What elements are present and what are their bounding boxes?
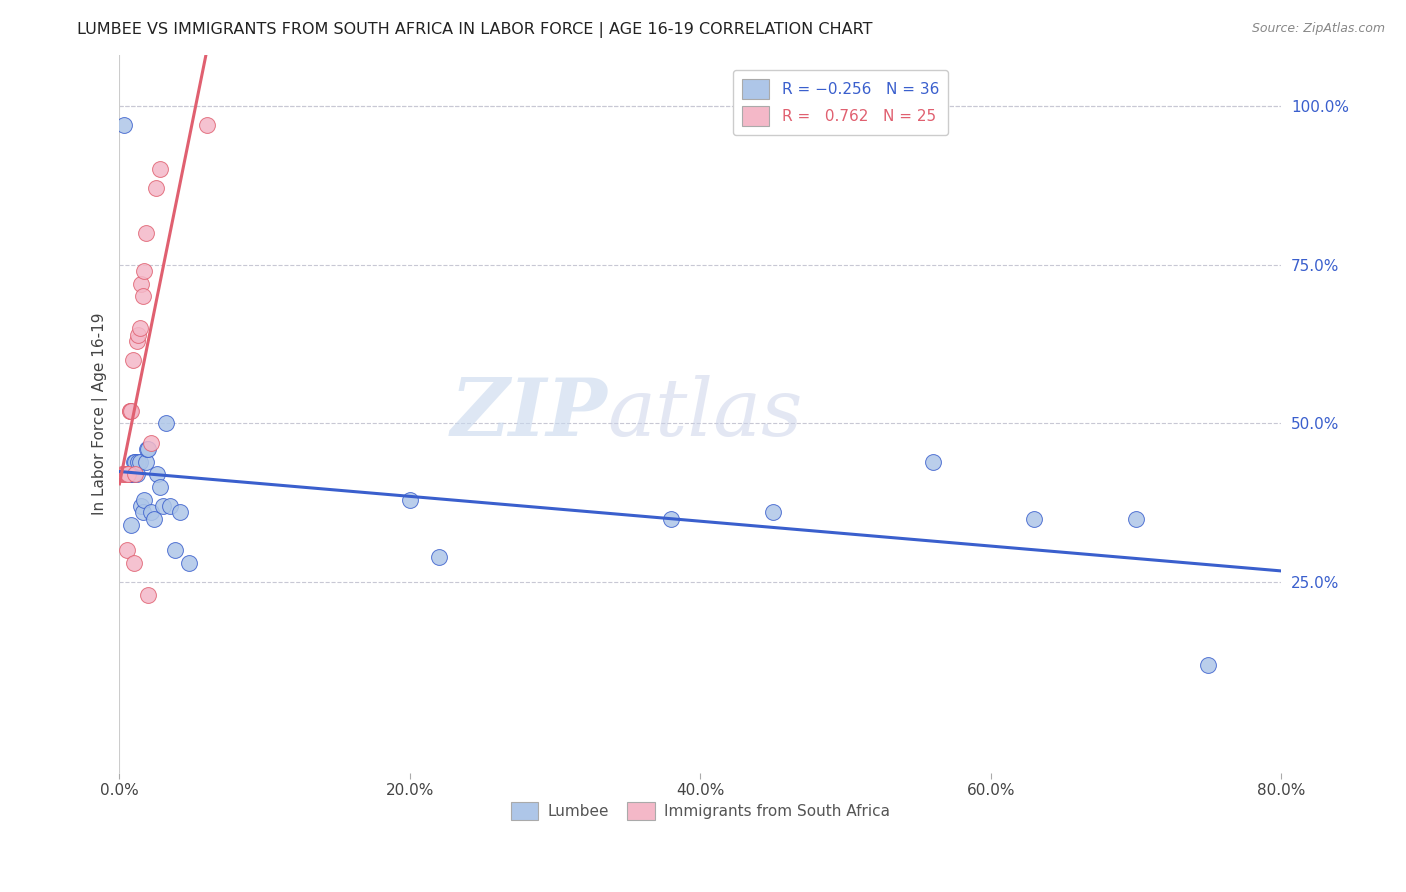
Point [152, 499, 174, 513]
Point [149, 480, 172, 494]
Y-axis label: In Labor Force | Age 16-19: In Labor Force | Age 16-19 [93, 313, 108, 516]
Point [122, 454, 145, 468]
Point [762, 505, 785, 519]
Point [143, 512, 166, 526]
Point [145, 181, 167, 195]
Point [179, 556, 201, 570]
Point [115, 467, 138, 482]
Point [141, 505, 163, 519]
Text: ZIP: ZIP [450, 376, 607, 452]
Point [121, 467, 143, 482]
Point [124, 454, 146, 468]
Point [1198, 657, 1220, 672]
Point [121, 353, 143, 368]
Point [146, 467, 169, 482]
Point [136, 442, 159, 456]
Legend: Lumbee, Immigrants from South Africa: Lumbee, Immigrants from South Africa [505, 797, 896, 826]
Point [115, 467, 138, 482]
Point [141, 435, 163, 450]
Point [921, 454, 943, 468]
Point [120, 518, 142, 533]
Point [129, 499, 152, 513]
Point [135, 454, 157, 468]
Point [118, 467, 141, 482]
Point [125, 334, 148, 348]
Point [122, 467, 145, 482]
Point [195, 118, 218, 132]
Point [427, 549, 450, 564]
Point [134, 264, 156, 278]
Point [112, 118, 135, 132]
Point [1125, 512, 1147, 526]
Point [124, 467, 146, 482]
Text: Source: ZipAtlas.com: Source: ZipAtlas.com [1251, 22, 1385, 36]
Point [399, 492, 422, 507]
Point [125, 467, 148, 482]
Point [127, 454, 149, 468]
Point [159, 499, 181, 513]
Point [1024, 512, 1046, 526]
Point [111, 467, 134, 482]
Point [112, 467, 135, 482]
Point [138, 588, 160, 602]
Text: atlas: atlas [607, 376, 803, 452]
Point [128, 454, 150, 468]
Point [131, 505, 153, 519]
Point [163, 543, 186, 558]
Point [118, 403, 141, 417]
Point [134, 492, 156, 507]
Point [149, 162, 172, 177]
Point [138, 442, 160, 456]
Point [129, 277, 152, 291]
Point [115, 467, 138, 482]
Point [120, 403, 142, 417]
Point [122, 556, 145, 570]
Point [131, 289, 153, 303]
Point [127, 327, 149, 342]
Point [659, 512, 682, 526]
Point [135, 226, 157, 240]
Point [115, 543, 138, 558]
Point [117, 467, 139, 482]
Point [128, 321, 150, 335]
Point [169, 505, 191, 519]
Point [118, 403, 141, 417]
Point [155, 417, 177, 431]
Point [118, 467, 141, 482]
Point [114, 467, 136, 482]
Text: LUMBEE VS IMMIGRANTS FROM SOUTH AFRICA IN LABOR FORCE | AGE 16-19 CORRELATION CH: LUMBEE VS IMMIGRANTS FROM SOUTH AFRICA I… [77, 22, 873, 38]
